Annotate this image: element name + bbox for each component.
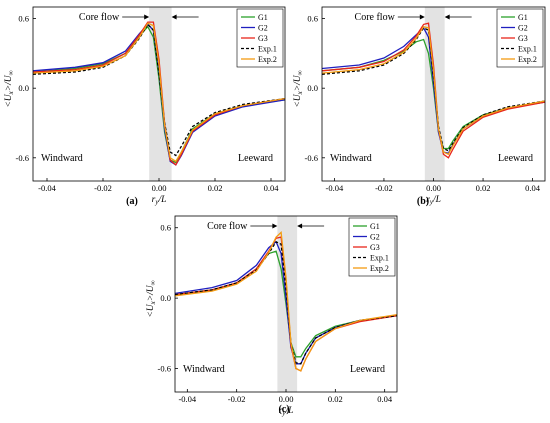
series-line-exp2 <box>322 25 545 156</box>
x-tick-label: -0.04 <box>178 394 196 404</box>
arrowhead-right-icon <box>419 14 425 20</box>
legend-label: G2 <box>370 233 380 242</box>
x-tick-label: 0.04 <box>525 183 541 193</box>
chart-panel-2: -0.04 -0.02 0.00 0.02 0.04 0.6 0.0 -0.6 ry/L <Ux>… <box>293 6 546 207</box>
legend-label: Exp.2 <box>258 55 277 64</box>
x-tick-label: 0.00 <box>152 183 167 193</box>
legend-label: Exp.1 <box>370 254 389 263</box>
x-tick-label: -0.02 <box>375 183 393 193</box>
arrowhead-right-icon <box>144 14 150 20</box>
series-line-exp2 <box>175 231 397 372</box>
series-line-exp1 <box>175 240 397 365</box>
subfigure-label: (a) <box>126 196 138 207</box>
y-axis-label: <Ux>/U∞ <box>146 280 157 317</box>
windward-label: Windward <box>183 364 225 375</box>
y-axis-label: <Ux>/U∞ <box>4 70 15 107</box>
x-tick-label: -0.04 <box>326 183 344 193</box>
leeward-label: Leeward <box>238 153 273 164</box>
legend-label: G2 <box>518 24 528 33</box>
core-flow-label: Core flow <box>355 12 396 23</box>
legend-label: G3 <box>258 34 268 43</box>
x-tick-label: -0.04 <box>38 183 56 193</box>
x-tick-label: 0.04 <box>377 394 393 404</box>
core-flow-label: Core flow <box>79 12 120 23</box>
legend-label: G3 <box>370 243 380 252</box>
arrowhead-right-icon <box>272 223 278 229</box>
arrowhead-left-icon <box>297 223 303 229</box>
legend-label: Exp.1 <box>258 45 277 54</box>
chart-panel-3: -0.04 -0.02 0.00 0.02 0.04 0.6 0.0 -0.6 ry/L <Ux>… <box>146 215 398 417</box>
x-axis-label: ry/L <box>426 195 441 206</box>
x-tick-label: 0.02 <box>328 394 343 404</box>
x-tick-label: -0.02 <box>94 183 112 193</box>
leeward-label: Leeward <box>498 153 533 164</box>
legend-label: Exp.1 <box>518 45 537 54</box>
x-tick-label: 0.00 <box>426 183 441 193</box>
legend-label: G3 <box>518 34 528 43</box>
legend-label: G1 <box>518 13 528 22</box>
legend-label: G1 <box>370 222 380 231</box>
legend-label: Exp.2 <box>518 55 537 64</box>
arrowhead-left-icon <box>171 14 177 20</box>
x-tick-label: 0.04 <box>264 183 280 193</box>
legend-label: G2 <box>258 24 268 33</box>
y-axis-label: <Ux>/U∞ <box>293 70 304 107</box>
y-tick-label: 0.0 <box>160 293 171 303</box>
y-tick-label: 0.6 <box>18 14 29 24</box>
y-tick-label: 0.0 <box>18 83 29 93</box>
y-tick-label: 0.6 <box>160 223 171 233</box>
x-axis-label: ry/L <box>152 195 167 206</box>
legend-label: G1 <box>258 13 268 22</box>
windward-label: Windward <box>41 153 83 164</box>
arrowhead-left-icon <box>444 14 450 20</box>
core-flow-label: Core flow <box>207 221 248 232</box>
y-tick-label: -0.6 <box>158 364 171 374</box>
legend-label: Exp.2 <box>370 264 389 273</box>
x-tick-label: -0.02 <box>228 394 246 404</box>
subfigure-label: (b) <box>417 196 429 207</box>
subfigure-label: (c) <box>278 404 289 415</box>
x-tick-label: 0.02 <box>476 183 491 193</box>
x-tick-label: 0.00 <box>279 394 294 404</box>
y-tick-label: 0.0 <box>307 83 318 93</box>
y-tick-label: 0.6 <box>307 14 318 24</box>
series-line-exp2 <box>33 22 285 163</box>
x-tick-label: 0.02 <box>208 183 223 193</box>
windward-label: Windward <box>330 153 372 164</box>
y-tick-label: -0.6 <box>305 153 318 163</box>
leeward-label: Leeward <box>350 364 385 375</box>
chart-panel-1: -0.04 -0.02 0.00 0.02 0.04 0.6 0.0 -0.6 ry/L <Ux>… <box>4 6 286 207</box>
y-tick-label: -0.6 <box>16 153 29 163</box>
x-axis-label: ry/L <box>279 406 294 417</box>
